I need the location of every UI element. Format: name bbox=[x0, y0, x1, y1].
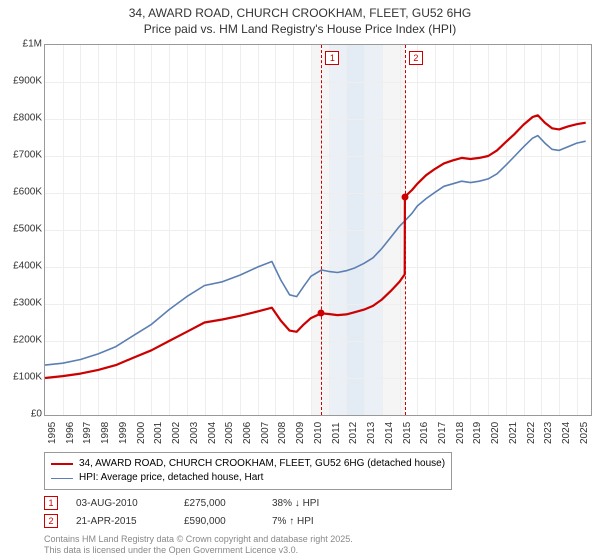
sale-price-2: £590,000 bbox=[184, 516, 254, 527]
x-tick-label: 1995 bbox=[47, 422, 58, 444]
x-tick-label: 2016 bbox=[419, 422, 430, 444]
y-tick-label: £100K bbox=[13, 372, 42, 383]
sale-point bbox=[318, 310, 325, 317]
x-tick-label: 2005 bbox=[224, 422, 235, 444]
y-tick-label: £1M bbox=[23, 39, 42, 50]
y-tick-label: £800K bbox=[13, 113, 42, 124]
x-tick-label: 2021 bbox=[508, 422, 519, 444]
line-series bbox=[45, 45, 591, 415]
x-tick-label: 2009 bbox=[295, 422, 306, 444]
y-tick-label: £700K bbox=[13, 150, 42, 161]
x-tick-label: 2012 bbox=[348, 422, 359, 444]
footer: Contains HM Land Registry data © Crown c… bbox=[44, 534, 353, 556]
sale-marker-1: 1 bbox=[44, 496, 58, 510]
sale-delta-2: 7% ↑ HPI bbox=[272, 516, 352, 527]
x-tick-label: 2008 bbox=[277, 422, 288, 444]
x-tick-label: 2015 bbox=[402, 422, 413, 444]
x-tick-label: 2025 bbox=[579, 422, 590, 444]
sale-date-1: 03-AUG-2010 bbox=[76, 498, 166, 509]
title-line-2: Price paid vs. HM Land Registry's House … bbox=[0, 22, 600, 38]
x-tick-label: 2006 bbox=[242, 422, 253, 444]
x-tick-label: 2002 bbox=[171, 422, 182, 444]
x-tick-label: 2007 bbox=[260, 422, 271, 444]
x-tick-label: 2010 bbox=[313, 422, 324, 444]
x-tick-label: 1999 bbox=[118, 422, 129, 444]
series-price_paid bbox=[45, 115, 586, 378]
x-tick-label: 2024 bbox=[561, 422, 572, 444]
sale-price-1: £275,000 bbox=[184, 498, 254, 509]
sale-point bbox=[401, 193, 408, 200]
y-tick-label: £900K bbox=[13, 76, 42, 87]
legend-swatch-price-paid bbox=[51, 463, 73, 465]
legend-swatch-hpi bbox=[51, 478, 73, 479]
footer-line-2: This data is licensed under the Open Gov… bbox=[44, 545, 353, 556]
series-hpi bbox=[45, 136, 586, 366]
sales-table: 1 03-AUG-2010 £275,000 38% ↓ HPI 2 21-AP… bbox=[44, 494, 352, 530]
legend-label-price-paid: 34, AWARD ROAD, CHURCH CROOKHAM, FLEET, … bbox=[79, 457, 445, 471]
sale-row-2: 2 21-APR-2015 £590,000 7% ↑ HPI bbox=[44, 512, 352, 530]
y-tick-label: £600K bbox=[13, 187, 42, 198]
x-tick-label: 2000 bbox=[136, 422, 147, 444]
plot-area: 12 bbox=[44, 44, 592, 416]
x-tick-label: 2001 bbox=[153, 422, 164, 444]
x-tick-label: 2019 bbox=[472, 422, 483, 444]
x-tick-label: 2013 bbox=[366, 422, 377, 444]
x-tick-label: 2004 bbox=[207, 422, 218, 444]
x-tick-label: 2014 bbox=[384, 422, 395, 444]
x-tick-label: 2003 bbox=[189, 422, 200, 444]
x-tick-label: 1996 bbox=[65, 422, 76, 444]
x-tick-label: 2018 bbox=[455, 422, 466, 444]
legend: 34, AWARD ROAD, CHURCH CROOKHAM, FLEET, … bbox=[44, 452, 452, 490]
sale-date-2: 21-APR-2015 bbox=[76, 516, 166, 527]
y-tick-label: £500K bbox=[13, 224, 42, 235]
footer-line-1: Contains HM Land Registry data © Crown c… bbox=[44, 534, 353, 545]
y-tick-label: £300K bbox=[13, 298, 42, 309]
y-tick-label: £200K bbox=[13, 335, 42, 346]
x-tick-label: 2011 bbox=[331, 422, 342, 444]
legend-label-hpi: HPI: Average price, detached house, Hart bbox=[79, 471, 263, 485]
title-line-1: 34, AWARD ROAD, CHURCH CROOKHAM, FLEET, … bbox=[0, 6, 600, 22]
sale-marker-2: 2 bbox=[44, 514, 58, 528]
x-tick-label: 1997 bbox=[82, 422, 93, 444]
y-tick-label: £400K bbox=[13, 261, 42, 272]
x-tick-label: 2017 bbox=[437, 422, 448, 444]
y-tick-label: £0 bbox=[31, 409, 42, 420]
chart-title: 34, AWARD ROAD, CHURCH CROOKHAM, FLEET, … bbox=[0, 0, 600, 37]
x-tick-label: 1998 bbox=[100, 422, 111, 444]
price-chart: 34, AWARD ROAD, CHURCH CROOKHAM, FLEET, … bbox=[0, 0, 600, 560]
sale-row-1: 1 03-AUG-2010 £275,000 38% ↓ HPI bbox=[44, 494, 352, 512]
x-tick-label: 2020 bbox=[490, 422, 501, 444]
x-tick-label: 2022 bbox=[526, 422, 537, 444]
x-tick-label: 2023 bbox=[543, 422, 554, 444]
sale-delta-1: 38% ↓ HPI bbox=[272, 498, 352, 509]
legend-item-hpi: HPI: Average price, detached house, Hart bbox=[51, 471, 445, 485]
legend-item-price-paid: 34, AWARD ROAD, CHURCH CROOKHAM, FLEET, … bbox=[51, 457, 445, 471]
